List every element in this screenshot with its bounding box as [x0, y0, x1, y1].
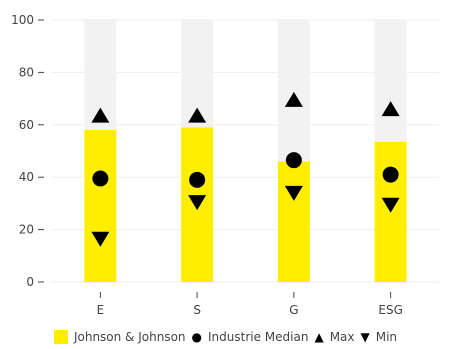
median-marker-esg: [382, 166, 399, 183]
min-marker-e: [91, 231, 110, 247]
max-marker-s: [188, 107, 207, 123]
y-tick-label-80: 80: [19, 65, 34, 79]
max-marker-g: [284, 91, 303, 107]
legend-label-industrie-median: Industrie Median: [208, 329, 309, 344]
legend-swatch-johnson-johnson: [53, 329, 68, 344]
triangle-up-icon: ▲: [314, 329, 324, 344]
legend-item-min: ▼ Min: [361, 330, 398, 344]
max-marker-esg: [381, 101, 400, 117]
legend-item-max: ▲ Max: [314, 330, 354, 344]
x-tick-label-s: S: [193, 303, 201, 317]
legend-item-johnson-johnson: Johnson & Johnson: [53, 329, 186, 344]
bar-e: [84, 130, 117, 282]
legend-label-min: Min: [375, 329, 398, 344]
circle-icon: ●: [191, 329, 203, 344]
y-tick-label-60: 60: [19, 118, 34, 132]
min-marker-s: [188, 195, 207, 211]
y-tick-label-40: 40: [19, 170, 34, 184]
min-marker-esg: [381, 197, 400, 213]
legend-item-industrie-median: ● Industrie Median: [192, 330, 309, 344]
y-tick-label-0: 0: [26, 275, 34, 289]
max-marker-e: [91, 107, 110, 123]
triangle-down-icon: ▼: [360, 329, 370, 344]
x-tick-label-g: G: [289, 303, 298, 317]
legend-label-max: Max: [329, 329, 355, 344]
chart-legend: Johnson & Johnson ● Industrie Median ▲ M…: [0, 328, 451, 345]
min-marker-g: [284, 185, 303, 201]
median-marker-g: [285, 152, 302, 169]
x-tick-label-e: E: [97, 303, 105, 317]
x-tick-label-esg: ESG: [378, 303, 403, 317]
y-tick-label-100: 100: [11, 13, 34, 27]
bar-g: [277, 161, 310, 282]
y-tick-label-20: 20: [19, 223, 34, 237]
median-marker-e: [92, 170, 109, 187]
legend-label-johnson-johnson: Johnson & Johnson: [73, 329, 186, 344]
median-marker-s: [189, 171, 206, 188]
